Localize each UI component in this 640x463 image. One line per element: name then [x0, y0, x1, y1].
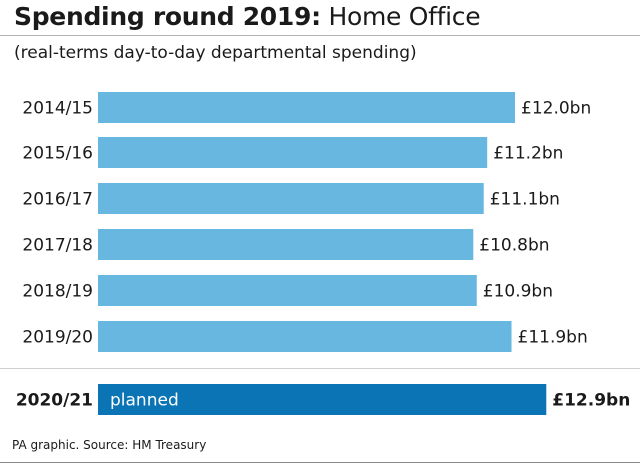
source-note: PA graphic. Source: HM Treasury — [12, 438, 207, 452]
title-rest: Home Office — [328, 2, 481, 31]
chart-subtitle: (real-terms day-to-day departmental spen… — [14, 43, 417, 63]
value-label: £12.0bn — [521, 99, 591, 119]
value-label: £11.2bn — [493, 144, 563, 164]
value-label: £11.9bn — [518, 328, 588, 348]
value-label: £10.9bn — [483, 282, 553, 302]
category-label: 2018/19 — [22, 282, 93, 302]
chart-title: Spending round 2019: Home Office — [14, 2, 481, 31]
planned-separator — [0, 368, 640, 369]
category-label: 2014/15 — [22, 99, 93, 119]
value-label: £12.9bn — [552, 391, 630, 411]
bar — [98, 92, 515, 123]
bar — [98, 275, 477, 306]
bar-planned — [98, 384, 547, 415]
category-label: 2019/20 — [22, 328, 93, 348]
planned-note: planned — [110, 391, 179, 411]
bar — [98, 183, 484, 214]
value-label: £11.1bn — [490, 190, 560, 210]
bar — [98, 229, 474, 260]
category-label: 2016/17 — [22, 190, 93, 210]
title-bold: Spending round 2019: — [14, 2, 321, 31]
title-rule — [0, 35, 640, 36]
bar — [98, 137, 488, 168]
category-label: 2017/18 — [22, 236, 93, 256]
category-label: 2015/16 — [22, 144, 93, 164]
bar — [98, 321, 512, 352]
value-label: £10.8bn — [479, 236, 549, 256]
category-label: 2020/21 — [16, 391, 93, 411]
